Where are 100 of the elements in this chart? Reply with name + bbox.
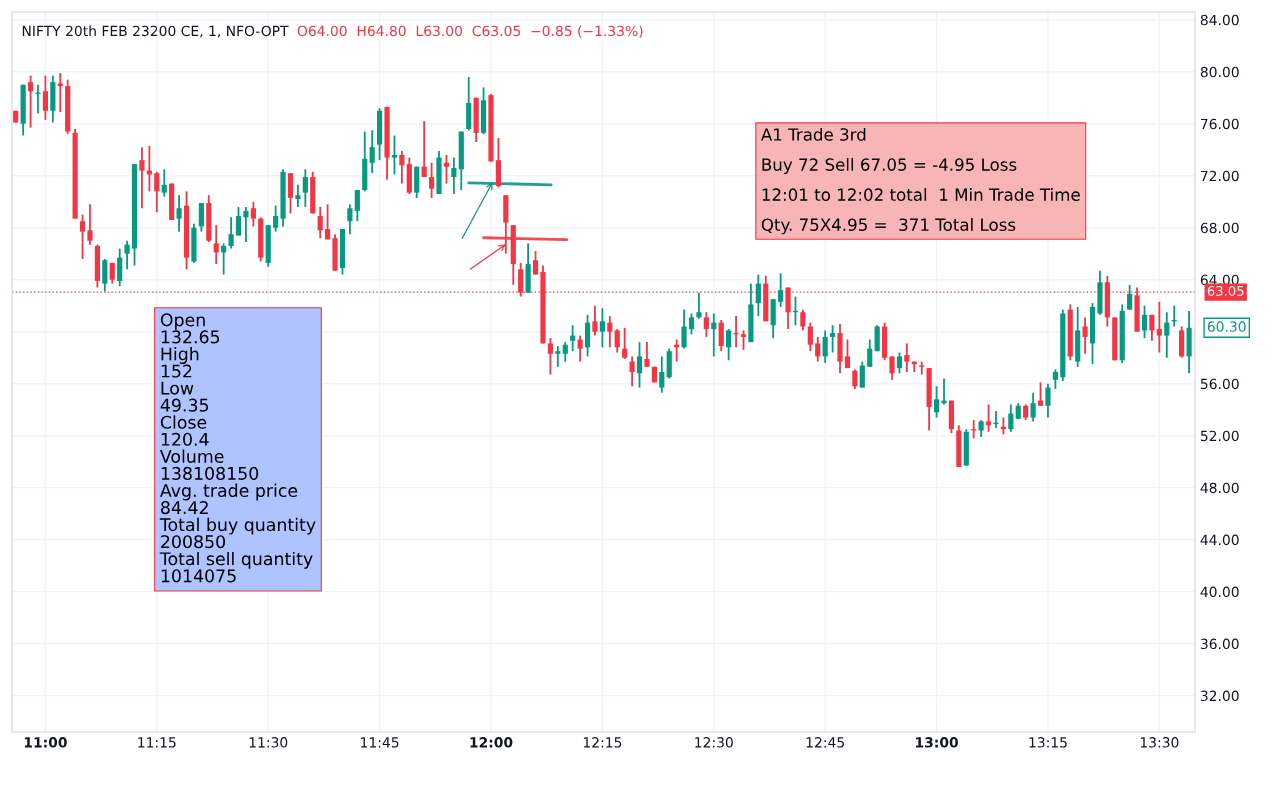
candlestick	[273, 204, 279, 233]
candlestick	[124, 239, 130, 271]
candlestick	[1149, 313, 1155, 342]
annotation: A1 Trade 3rd Buy 72 Sell 67.05 = -4.95 Loss 12:01 to 12:02 total 1 Min Trade Time Qty. 75X4.95 = 371 Total Loss	[760, 127, 1080, 235]
candlestick	[391, 134, 398, 176]
candlestick	[1045, 382, 1051, 419]
x-tick-label: 11:45	[361, 737, 399, 748]
text: Open 132.65 High 152 Low 49.35 Close 120.4 Volume 138108150 Avg. trade price 84.42 Total buy quantity 200850 Total sell quantity 1014075	[159, 313, 316, 583]
candlestick	[176, 194, 182, 233]
candlestick	[592, 304, 598, 337]
y-tick-label: 52.00	[1200, 430, 1239, 442]
candlestick	[807, 321, 813, 353]
candlestick	[302, 168, 308, 208]
candlestick	[317, 206, 323, 240]
candlestick	[889, 355, 895, 381]
candlestick	[87, 203, 93, 246]
candlestick	[607, 315, 613, 349]
candlestick	[57, 72, 63, 113]
candlestick	[154, 170, 160, 214]
candlestick	[1008, 403, 1014, 433]
candlestick	[636, 341, 643, 389]
candlestick	[42, 74, 49, 121]
x-tick-label: 12:15	[583, 737, 622, 748]
text: 60.30	[1207, 321, 1246, 332]
candlestick	[859, 360, 865, 389]
x-tick-label: 11:30	[249, 737, 288, 748]
y-tick-label: 84.00	[1200, 14, 1239, 26]
candlestick	[1127, 284, 1133, 311]
candlestick	[599, 307, 605, 349]
candlestick	[755, 273, 761, 318]
candlestick	[688, 312, 695, 336]
y-tick-label: 36.00	[1200, 638, 1239, 650]
candlestick	[347, 203, 353, 236]
candlestick	[844, 338, 851, 370]
candlestick	[1052, 368, 1058, 390]
candlestick	[369, 129, 375, 175]
candlestick	[681, 308, 687, 350]
y-tick-label: 48.00	[1200, 482, 1239, 494]
candlestick	[570, 324, 576, 353]
candlestick	[429, 161, 435, 199]
candlestick	[1164, 311, 1170, 359]
candlestick	[904, 342, 910, 373]
candlestick	[139, 146, 145, 210]
candlestick	[243, 206, 249, 243]
y-tick-label: 72.00	[1201, 170, 1239, 182]
candlestick	[161, 168, 167, 198]
x-tick-label: 11:15	[138, 737, 176, 748]
candlestick	[726, 328, 732, 362]
candlestick	[228, 216, 234, 250]
candlestick	[703, 311, 709, 338]
candlestick	[354, 189, 360, 223]
x-tick-label: 12:45	[806, 737, 844, 748]
x-tick-label: 13:30	[1140, 737, 1179, 748]
candlestick	[399, 150, 405, 185]
candlestick	[117, 247, 123, 288]
candlestick	[250, 200, 256, 228]
candlestick	[235, 206, 242, 237]
y-tick-label: 68.00	[1200, 222, 1239, 234]
candlestick	[622, 326, 628, 360]
x-tick-label: 13:00	[916, 737, 959, 748]
text: O64.00 H64.80 L63.00 C63.05 −0.85 (−1.33%)	[297, 25, 643, 38]
candlestick	[577, 334, 583, 363]
candlestick	[933, 385, 940, 419]
candlestick	[867, 338, 873, 368]
candlestick	[1141, 304, 1148, 340]
candlestick	[1082, 316, 1088, 355]
candlestick	[198, 202, 204, 233]
candlestick	[1030, 391, 1036, 423]
y-tick-label: 44.00	[1200, 534, 1239, 546]
candlestick	[562, 341, 568, 363]
x-tick-label: 11:00	[24, 737, 67, 748]
candlestick	[1156, 300, 1162, 354]
candlestick	[740, 329, 747, 351]
candlestick	[555, 345, 561, 368]
candlestick	[614, 328, 620, 354]
candlestick	[443, 154, 450, 185]
candlestick	[421, 120, 427, 178]
candlestick	[778, 272, 784, 308]
candlestick	[985, 403, 992, 433]
text: NIFTY 20th FEB 23200 CE, 1, NFO-OPT	[22, 25, 289, 38]
candlestick	[852, 368, 858, 390]
candlestick	[644, 341, 650, 368]
candlestick	[102, 258, 108, 293]
x-tick-label: 13:15	[1029, 737, 1067, 748]
y-tick-label: 56.00	[1200, 378, 1239, 390]
candlestick	[1037, 381, 1044, 407]
candlestick	[325, 203, 331, 241]
x-tick-label: 12:00	[470, 737, 513, 748]
candlestick	[659, 355, 665, 394]
candlestick	[896, 351, 903, 375]
candlestick	[800, 308, 806, 332]
candlestick	[718, 319, 724, 353]
candlestick	[815, 336, 821, 363]
candlestick	[79, 213, 86, 260]
y-tick-label: 80.00	[1200, 66, 1239, 78]
candlestick	[547, 337, 553, 376]
y-tick-label: 40.00	[1200, 586, 1239, 598]
y-tick-label: 32.00	[1200, 690, 1239, 702]
candlestick	[451, 156, 457, 195]
candlestick	[213, 224, 219, 266]
